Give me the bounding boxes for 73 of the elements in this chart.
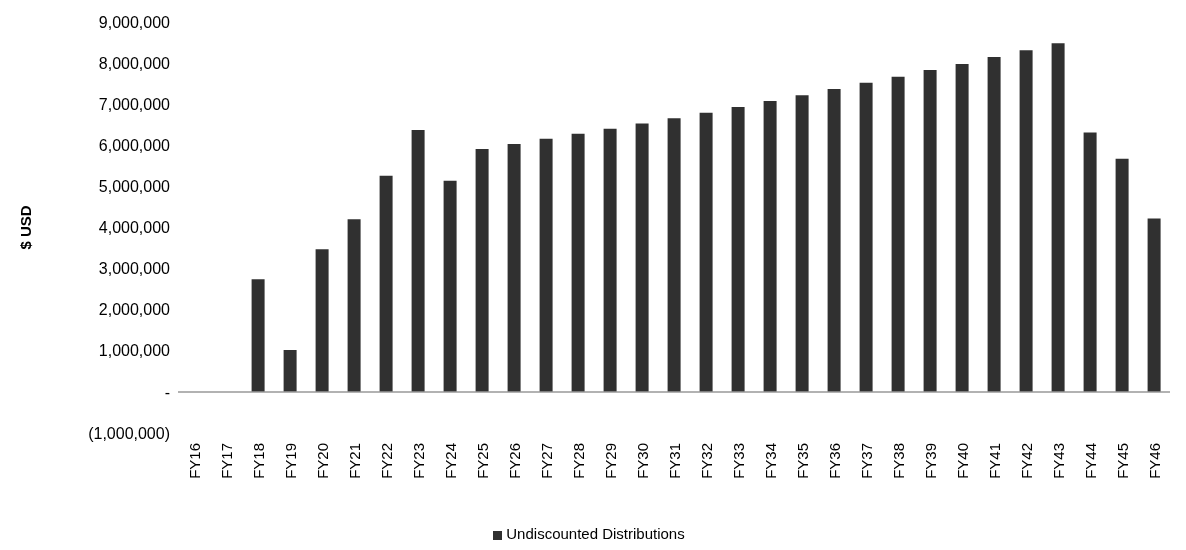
x-tick-label: FY37 (857, 443, 875, 479)
bar (283, 349, 297, 392)
x-tick-label: FY20 (313, 443, 331, 479)
bar (699, 112, 713, 392)
x-tick-label: FY29 (601, 443, 619, 479)
x-tick-label: FY21 (345, 443, 363, 479)
x-tick-label: FY34 (761, 443, 779, 479)
bar (315, 249, 329, 392)
bar (923, 70, 937, 392)
bar (571, 133, 585, 392)
y-tick-label: - (164, 383, 170, 401)
x-tick-label: FY22 (377, 443, 395, 479)
bar (635, 123, 649, 392)
y-tick-label: 4,000,000 (98, 219, 171, 237)
bar (379, 175, 393, 392)
x-tick-label: FY36 (825, 443, 843, 479)
y-tick-label: 5,000,000 (98, 178, 171, 196)
bar (795, 95, 809, 392)
bar (347, 219, 361, 392)
bar (251, 279, 265, 392)
bar (891, 76, 905, 392)
bar (827, 88, 841, 392)
x-tick-label: FY40 (953, 443, 971, 479)
y-tick-label: 3,000,000 (98, 260, 171, 278)
bar (731, 107, 745, 392)
x-tick-label: FY35 (793, 443, 811, 479)
y-tick-label: 8,000,000 (98, 54, 171, 72)
x-tick-label: FY16 (185, 443, 203, 479)
legend-label: Undiscounted Distributions (506, 525, 685, 542)
bar (539, 138, 553, 392)
bar (603, 128, 617, 392)
y-tick-label: 1,000,000 (98, 342, 171, 360)
x-tick-label: FY46 (1145, 443, 1163, 479)
bar (475, 149, 489, 392)
x-tick-label: FY38 (889, 443, 907, 479)
x-tick-label: FY28 (569, 443, 587, 479)
bar (955, 63, 969, 392)
y-tick-label: 6,000,000 (98, 136, 171, 154)
x-tick-label: FY33 (729, 443, 747, 479)
bar (859, 82, 873, 392)
x-tick-label: FY31 (665, 443, 683, 479)
x-tick-label: FY43 (1049, 443, 1067, 479)
bar (763, 100, 777, 392)
x-tick-label: FY17 (217, 443, 235, 479)
bar (1083, 132, 1097, 392)
bar (1019, 50, 1033, 392)
x-tick-label: FY18 (249, 443, 267, 479)
bar (987, 56, 1001, 392)
bar (411, 130, 425, 392)
bar (507, 144, 521, 392)
bar (443, 180, 457, 392)
x-tick-label: FY44 (1081, 443, 1099, 479)
bar (1147, 218, 1161, 392)
x-tick-label: FY24 (441, 443, 459, 479)
y-axis-title: $ USD (17, 205, 35, 250)
x-tick-label: FY30 (633, 443, 651, 479)
x-tick-label: FY25 (473, 443, 491, 479)
x-tick-label: FY32 (697, 443, 715, 479)
y-tick-label: (1,000,000) (88, 424, 170, 442)
x-tick-label: FY27 (537, 443, 555, 479)
x-tick-label: FY42 (1017, 443, 1035, 479)
x-tick-label: FY39 (921, 443, 939, 479)
x-tick-label: FY45 (1113, 443, 1131, 479)
bar (667, 118, 681, 392)
x-tick-label: FY19 (281, 443, 299, 479)
x-tick-label: FY41 (985, 443, 1003, 479)
x-tick-label: FY23 (409, 443, 427, 479)
y-tick-label: 2,000,000 (98, 301, 171, 319)
x-tick-label: FY26 (505, 443, 523, 479)
y-tick-label: 7,000,000 (98, 95, 171, 113)
y-tick-label: 9,000,000 (98, 13, 171, 31)
bar (1115, 158, 1129, 392)
bar (1051, 43, 1065, 392)
